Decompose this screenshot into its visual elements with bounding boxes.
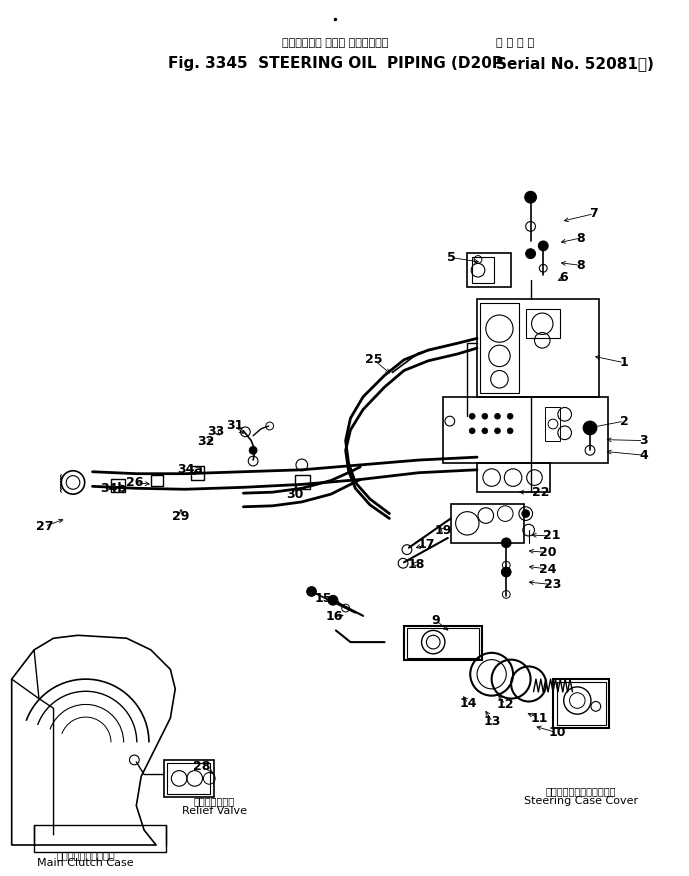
Text: 14: 14	[460, 697, 477, 710]
Circle shape	[495, 413, 500, 420]
Text: 6: 6	[559, 272, 568, 285]
Circle shape	[482, 428, 488, 434]
Bar	[553, 679, 610, 728]
Circle shape	[583, 421, 597, 434]
Text: 24: 24	[539, 562, 557, 576]
Text: 29: 29	[172, 510, 189, 523]
Bar	[477, 300, 599, 397]
Text: 2: 2	[619, 414, 628, 427]
Text: 13: 13	[484, 716, 502, 729]
Text: 28: 28	[193, 760, 210, 774]
Text: 27: 27	[36, 519, 54, 533]
Bar	[472, 257, 493, 283]
Text: 8: 8	[576, 258, 584, 272]
Bar	[557, 682, 606, 724]
Text: リリーフバルブ: リリーフバルブ	[194, 796, 235, 806]
Bar	[111, 478, 125, 492]
Bar	[477, 463, 550, 492]
Text: 16: 16	[325, 611, 342, 624]
Circle shape	[507, 428, 513, 434]
Text: 8: 8	[576, 231, 584, 244]
Circle shape	[507, 413, 513, 420]
Text: 30: 30	[287, 488, 304, 500]
Text: 9: 9	[432, 614, 440, 627]
Circle shape	[482, 413, 488, 420]
Circle shape	[469, 413, 475, 420]
Bar	[191, 466, 205, 479]
Bar	[404, 625, 482, 660]
Text: 11: 11	[531, 711, 548, 724]
Text: 1: 1	[619, 357, 628, 369]
Circle shape	[525, 191, 537, 203]
Text: 10: 10	[548, 726, 566, 739]
Bar	[34, 825, 165, 852]
Bar	[545, 406, 559, 441]
Text: 33: 33	[207, 426, 225, 438]
Text: 25: 25	[365, 353, 382, 366]
Circle shape	[502, 567, 511, 577]
Text: 23: 23	[544, 578, 562, 591]
Bar	[295, 475, 309, 490]
Text: ステアリング オイル パイピング（: ステアリング オイル パイピング（	[282, 39, 389, 48]
Text: 22: 22	[532, 485, 549, 498]
Text: 7: 7	[590, 208, 598, 220]
Circle shape	[328, 596, 338, 605]
Text: Main Clutch Case: Main Clutch Case	[37, 858, 134, 868]
Circle shape	[526, 249, 535, 258]
Circle shape	[502, 538, 511, 548]
Circle shape	[522, 510, 530, 518]
Bar	[526, 309, 559, 338]
Text: メインクラッチケース: メインクラッチケース	[56, 851, 115, 860]
Text: 5: 5	[447, 251, 456, 264]
Text: Steering Case Cover: Steering Case Cover	[524, 796, 638, 806]
Text: 適 用 号 機: 適 用 号 機	[496, 39, 535, 48]
Circle shape	[538, 241, 548, 251]
Text: 26: 26	[125, 476, 143, 489]
Text: 21: 21	[543, 529, 561, 542]
Bar	[443, 397, 608, 463]
Text: 20: 20	[539, 546, 557, 559]
Text: Serial No. 52081～): Serial No. 52081～)	[496, 56, 655, 71]
Text: Fig. 3345  STEERING OIL  PIPING (D20P: Fig. 3345 STEERING OIL PIPING (D20P	[168, 56, 503, 71]
Text: 31: 31	[226, 420, 243, 433]
Circle shape	[249, 447, 257, 455]
Text: 19: 19	[434, 524, 452, 537]
Text: 18: 18	[408, 558, 425, 571]
Circle shape	[307, 587, 316, 597]
Text: ステアリングケースカバー: ステアリングケースカバー	[546, 786, 617, 796]
Circle shape	[469, 428, 475, 434]
Bar	[407, 627, 479, 658]
Text: 32: 32	[197, 435, 214, 448]
Text: 15: 15	[314, 592, 332, 604]
Text: 17: 17	[418, 538, 435, 551]
Text: Relief Valve: Relief Valve	[182, 806, 247, 816]
Text: 34a: 34a	[177, 463, 203, 477]
Circle shape	[495, 428, 500, 434]
Text: 34b: 34b	[100, 482, 126, 495]
Bar	[480, 303, 519, 392]
Text: 4: 4	[639, 449, 648, 462]
Bar	[167, 763, 210, 794]
Bar	[151, 475, 163, 486]
Bar	[163, 759, 214, 797]
Text: 12: 12	[497, 698, 514, 711]
Bar	[451, 504, 524, 543]
Bar	[467, 252, 511, 286]
Text: 3: 3	[639, 434, 648, 447]
